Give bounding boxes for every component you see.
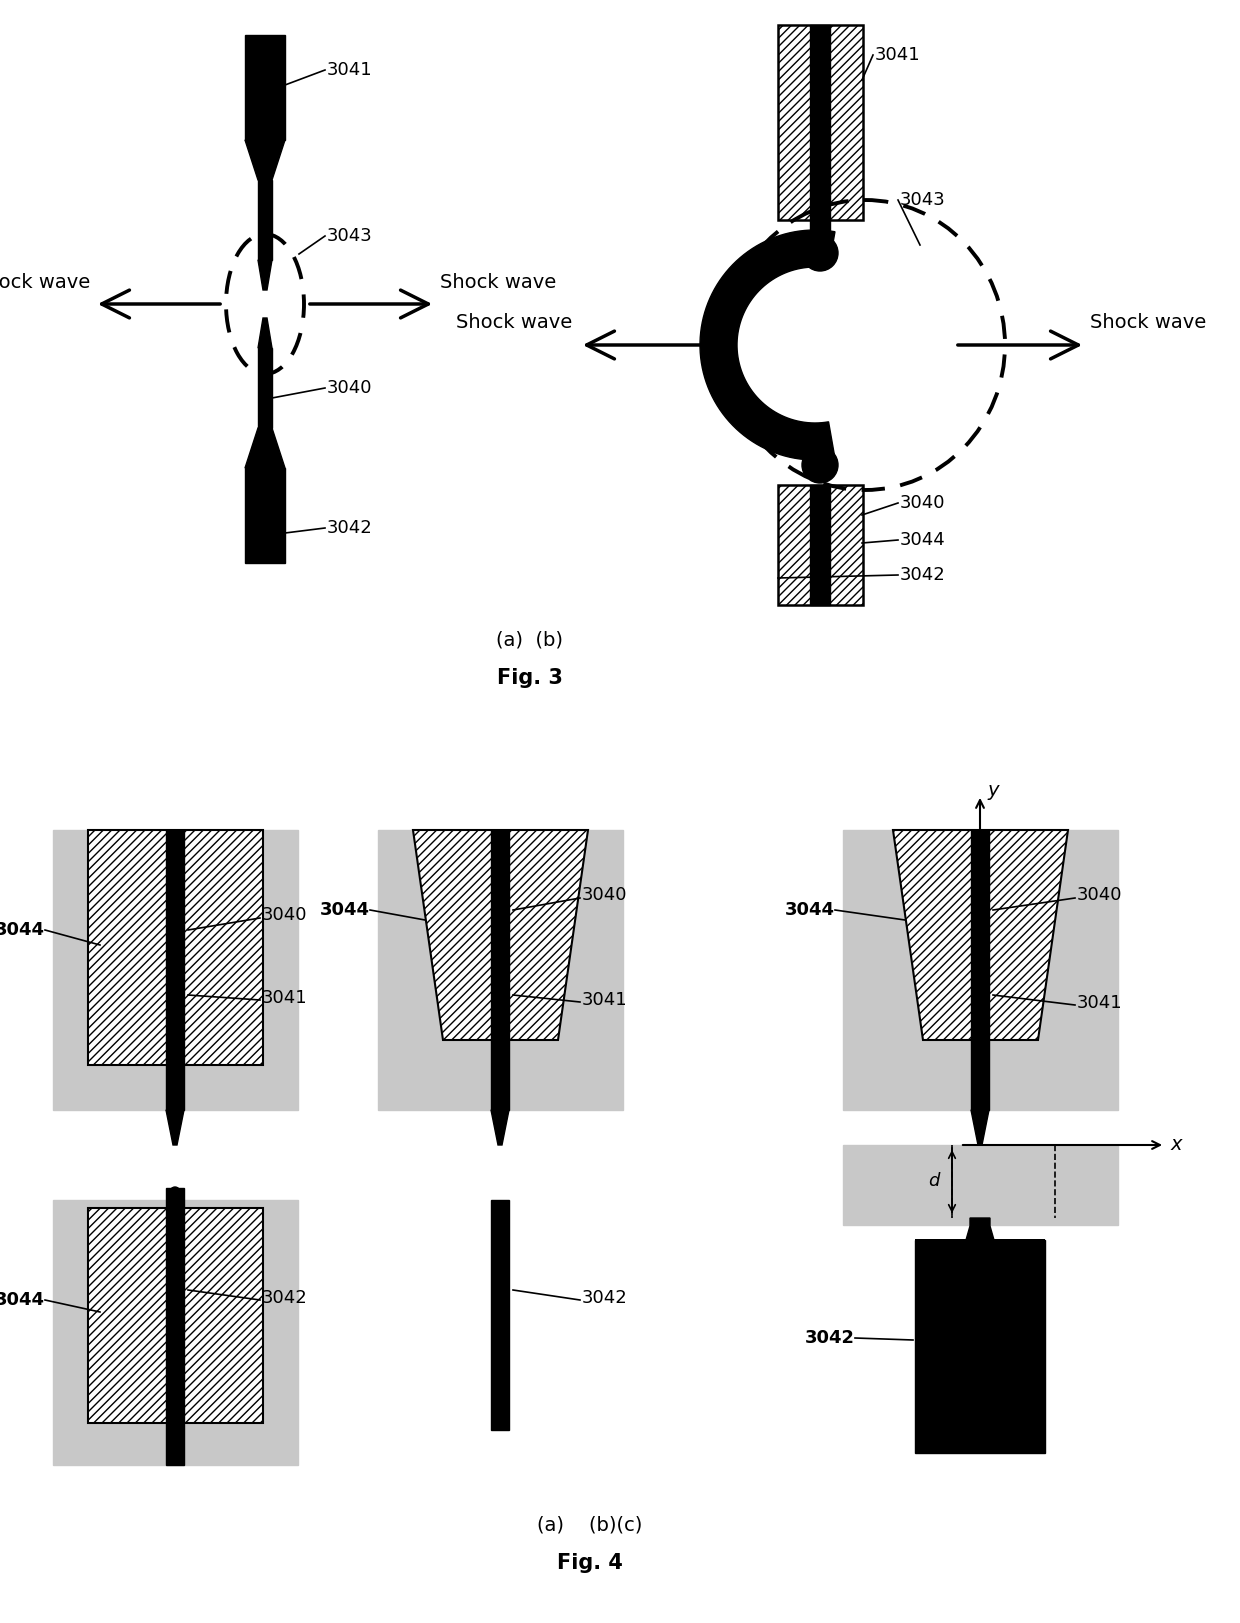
Text: x: x: [1171, 1136, 1182, 1154]
Text: 3040: 3040: [1078, 886, 1122, 904]
Text: Shock wave: Shock wave: [0, 273, 91, 292]
Bar: [491, 1199, 508, 1430]
Bar: [843, 829, 1118, 1110]
Bar: [915, 1240, 1045, 1453]
Bar: [246, 467, 285, 563]
Bar: [777, 24, 863, 221]
Text: 3042: 3042: [900, 566, 946, 584]
Text: Shock wave: Shock wave: [440, 273, 557, 292]
Polygon shape: [915, 1217, 1045, 1240]
Polygon shape: [258, 318, 272, 347]
Text: 3042: 3042: [582, 1289, 627, 1307]
Text: 3044: 3044: [0, 1290, 45, 1310]
Text: 3042: 3042: [262, 1289, 308, 1307]
Text: y: y: [987, 781, 998, 800]
Polygon shape: [893, 829, 1068, 1040]
Text: 3043: 3043: [900, 192, 946, 209]
Bar: [258, 347, 272, 428]
Text: d: d: [929, 1172, 940, 1191]
Text: (a)  (b): (a) (b): [496, 630, 563, 649]
Text: 3042: 3042: [327, 519, 373, 537]
Text: 3041: 3041: [875, 45, 920, 63]
Bar: [491, 829, 508, 1110]
Polygon shape: [246, 428, 285, 467]
Bar: [53, 1199, 298, 1466]
Text: 3044: 3044: [320, 901, 370, 919]
Bar: [166, 829, 184, 1110]
Polygon shape: [246, 140, 285, 180]
Circle shape: [170, 1186, 180, 1198]
Bar: [810, 24, 830, 250]
Polygon shape: [701, 230, 835, 459]
Text: 3040: 3040: [582, 886, 627, 904]
Bar: [971, 829, 990, 1110]
Text: 3040: 3040: [900, 493, 945, 511]
Text: 3041: 3041: [582, 992, 627, 1010]
Text: 3042: 3042: [805, 1329, 856, 1347]
Text: (a)    (b)(c): (a) (b)(c): [537, 1516, 642, 1534]
Text: 3041: 3041: [327, 62, 373, 80]
Text: Fig. 3: Fig. 3: [497, 669, 563, 688]
Bar: [246, 36, 285, 140]
Text: 3041: 3041: [1078, 993, 1122, 1013]
Text: 3040: 3040: [262, 906, 308, 923]
Text: Shock wave: Shock wave: [456, 313, 572, 333]
Bar: [53, 829, 298, 1110]
Text: Fig. 4: Fig. 4: [557, 1553, 622, 1573]
Bar: [258, 180, 272, 260]
Text: 3044: 3044: [0, 920, 45, 940]
Polygon shape: [491, 1110, 508, 1144]
Polygon shape: [971, 1110, 990, 1144]
Bar: [88, 829, 263, 1065]
Text: 3040: 3040: [327, 380, 372, 398]
Text: 3043: 3043: [327, 227, 373, 245]
Circle shape: [802, 446, 838, 484]
Polygon shape: [413, 829, 588, 1040]
Bar: [88, 1208, 263, 1423]
Text: 3044: 3044: [900, 531, 946, 549]
Bar: [166, 1188, 184, 1466]
Text: Shock wave: Shock wave: [1090, 313, 1207, 333]
Bar: [810, 485, 830, 605]
Polygon shape: [166, 1110, 184, 1144]
Circle shape: [802, 235, 838, 271]
Polygon shape: [258, 260, 272, 291]
Bar: [843, 1144, 1118, 1225]
Text: 3041: 3041: [262, 988, 308, 1006]
Bar: [378, 829, 622, 1110]
Text: 3044: 3044: [785, 901, 835, 919]
Bar: [777, 485, 863, 605]
